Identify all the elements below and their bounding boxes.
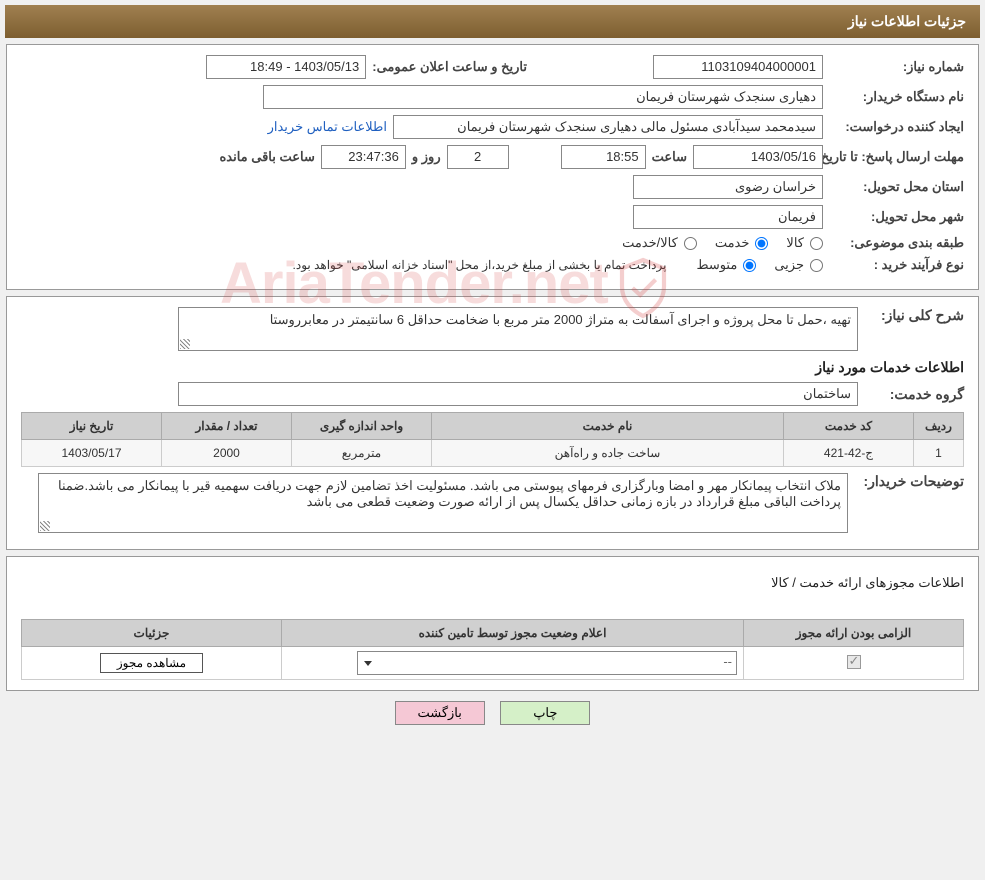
licenses-panel: اطلاعات مجوزهای ارائه خدمت / کالا الزامی… bbox=[6, 556, 979, 691]
purchase-type-radio-group: جزیی متوسط bbox=[696, 257, 823, 273]
page-header: جزئیات اطلاعات نیاز bbox=[5, 5, 980, 38]
deadline-remain-label: ساعت باقی مانده bbox=[219, 149, 314, 165]
purchase-note: پرداخت تمام یا بخشی از مبلغ خرید،از محل … bbox=[293, 258, 667, 272]
buyer-contact-link[interactable]: اطلاعات تماس خریدار bbox=[268, 119, 387, 135]
services-info-title: اطلاعات خدمات مورد نیاز bbox=[21, 359, 964, 376]
purchase-minor-label: جزیی bbox=[774, 257, 804, 273]
service-group-label: گروه خدمت: bbox=[864, 386, 964, 403]
category-radio-group: کالا خدمت کالا/خدمت bbox=[622, 235, 823, 251]
col-unit: واحد اندازه گیری bbox=[292, 413, 432, 440]
category-both-label: کالا/خدمت bbox=[622, 235, 678, 251]
category-both[interactable]: کالا/خدمت bbox=[622, 235, 697, 251]
lic-mandatory-cell bbox=[744, 647, 964, 680]
license-table: الزامی بودن ارائه مجوز اعلام وضعیت مجوز … bbox=[21, 619, 964, 680]
deadline-days: 2 bbox=[447, 145, 509, 169]
category-goods-label: کالا bbox=[786, 235, 804, 251]
buyer-org-value: دهیاری سنجدک شهرستان فریمان bbox=[263, 85, 823, 109]
announce-label: تاریخ و ساعت اعلان عمومی: bbox=[372, 59, 527, 75]
buyer-org-label: نام دستگاه خریدار: bbox=[829, 89, 964, 105]
deadline-date: 1403/05/16 bbox=[693, 145, 823, 169]
deadline-time: 18:55 bbox=[561, 145, 646, 169]
cell-date: 1403/05/17 bbox=[22, 440, 162, 467]
back-button[interactable]: بازگشت bbox=[395, 701, 485, 725]
col-idx: ردیف bbox=[914, 413, 964, 440]
deadline-days-label: روز و bbox=[412, 149, 441, 165]
category-service[interactable]: خدمت bbox=[715, 235, 769, 251]
requester-value: سیدمحمد سیدآبادی مسئول مالی دهیاری سنجدک… bbox=[393, 115, 823, 139]
cell-code: ج-42-421 bbox=[784, 440, 914, 467]
need-number-value: 1103109404000001 bbox=[653, 55, 823, 79]
category-goods-radio[interactable] bbox=[810, 237, 823, 250]
col-qty: تعداد / مقدار bbox=[162, 413, 292, 440]
details-panel: شماره نیاز: 1103109404000001 تاریخ و ساع… bbox=[6, 44, 979, 290]
col-name: نام خدمت bbox=[432, 413, 784, 440]
cell-qty: 2000 bbox=[162, 440, 292, 467]
lic-details-cell: مشاهده مجوز bbox=[22, 647, 282, 680]
province-label: استان محل تحویل: bbox=[829, 179, 964, 195]
city-label: شهر محل تحویل: bbox=[829, 209, 964, 225]
general-desc-label: شرح کلی نیاز: bbox=[864, 307, 964, 324]
col-code: کد خدمت bbox=[784, 413, 914, 440]
purchase-medium[interactable]: متوسط bbox=[696, 257, 756, 273]
cell-name: ساخت جاده و راه‌آهن bbox=[432, 440, 784, 467]
col-date: تاریخ نیاز bbox=[22, 413, 162, 440]
purchase-minor[interactable]: جزیی bbox=[774, 257, 823, 273]
category-service-radio[interactable] bbox=[755, 237, 768, 250]
purchase-medium-radio[interactable] bbox=[743, 259, 756, 272]
status-select[interactable]: -- bbox=[357, 651, 737, 675]
category-goods[interactable]: کالا bbox=[786, 235, 823, 251]
license-table-header: الزامی بودن ارائه مجوز اعلام وضعیت مجوز … bbox=[22, 620, 964, 647]
lic-col-details: جزئیات bbox=[22, 620, 282, 647]
status-placeholder: -- bbox=[723, 654, 732, 669]
page-title: جزئیات اطلاعات نیاز bbox=[848, 13, 966, 29]
purchase-type-label: نوع فرآیند خرید : bbox=[829, 257, 964, 273]
licenses-title: اطلاعات مجوزهای ارائه خدمت / کالا bbox=[21, 575, 964, 591]
category-service-label: خدمت bbox=[715, 235, 750, 251]
footer-buttons: چاپ بازگشت bbox=[0, 701, 985, 725]
description-panel: شرح کلی نیاز: تهیه ،حمل تا محل پروژه و ا… bbox=[6, 296, 979, 550]
general-desc-value: تهیه ،حمل تا محل پروژه و اجرای آسفالت به… bbox=[178, 307, 858, 351]
service-table-header: ردیف کد خدمت نام خدمت واحد اندازه گیری ت… bbox=[22, 413, 964, 440]
need-number-label: شماره نیاز: bbox=[829, 59, 964, 75]
province-value: خراسان رضوی bbox=[633, 175, 823, 199]
deadline-remain: 23:47:36 bbox=[321, 145, 406, 169]
license-row: -- مشاهده مجوز bbox=[22, 647, 964, 680]
lic-col-mandatory: الزامی بودن ارائه مجوز bbox=[744, 620, 964, 647]
buyer-notes-value: ملاک انتخاب پیمانکار مهر و امضا وبارگزار… bbox=[38, 473, 848, 533]
lic-status-cell: -- bbox=[282, 647, 744, 680]
purchase-minor-radio[interactable] bbox=[810, 259, 823, 272]
lic-col-status: اعلام وضعیت مجوز توسط تامین کننده bbox=[282, 620, 744, 647]
city-value: فریمان bbox=[633, 205, 823, 229]
service-table: ردیف کد خدمت نام خدمت واحد اندازه گیری ت… bbox=[21, 412, 964, 467]
cell-unit: مترمربع bbox=[292, 440, 432, 467]
announce-value: 1403/05/13 - 18:49 bbox=[206, 55, 366, 79]
category-both-radio[interactable] bbox=[684, 237, 697, 250]
category-label: طبقه بندی موضوعی: bbox=[829, 235, 964, 251]
purchase-medium-label: متوسط bbox=[696, 257, 737, 273]
table-row: 1 ج-42-421 ساخت جاده و راه‌آهن مترمربع 2… bbox=[22, 440, 964, 467]
deadline-label: مهلت ارسال پاسخ: تا تاریخ: bbox=[829, 150, 964, 164]
cell-idx: 1 bbox=[914, 440, 964, 467]
mandatory-checkbox bbox=[847, 655, 861, 669]
view-license-button[interactable]: مشاهده مجوز bbox=[100, 653, 203, 673]
requester-label: ایجاد کننده درخواست: bbox=[829, 119, 964, 135]
deadline-time-label: ساعت bbox=[652, 149, 687, 165]
buyer-notes-label: توضیحات خریدار: bbox=[854, 473, 964, 490]
print-button[interactable]: چاپ bbox=[500, 701, 590, 725]
service-group-value: ساختمان bbox=[178, 382, 858, 406]
